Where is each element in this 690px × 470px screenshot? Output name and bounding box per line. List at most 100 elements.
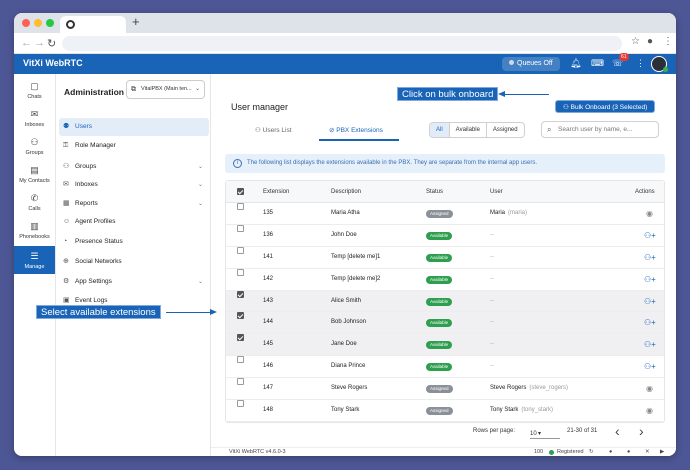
extensions-table: Extension Description Status User Action… [225, 180, 665, 423]
user-name: Maria [490, 210, 506, 216]
extension-cell: 147 [263, 385, 274, 392]
bookmark-star-icon[interactable]: ☆ [631, 36, 640, 47]
description-cell: Temp [delete me]2 [331, 275, 381, 282]
facebook-icon[interactable]: ● [627, 449, 631, 455]
add-user-icon[interactable]: ⚇+ [644, 230, 656, 240]
status-badge: Available [426, 319, 453, 328]
rail-label: Manage [24, 264, 45, 270]
row-checkbox[interactable] [237, 246, 244, 254]
row-checkbox[interactable] [237, 334, 244, 342]
youtube-icon[interactable]: ▶ [660, 449, 665, 455]
rail-item-manage[interactable]: ☰ Manage [14, 246, 55, 274]
add-user-icon[interactable]: ⚇+ [644, 318, 656, 328]
tab-pbx-extensions[interactable]: ⊘ PBX Extensions [319, 121, 399, 141]
table-row[interactable]: 144 Bob Johnson Available -- ⚇+ [226, 312, 664, 335]
queues-toggle-button[interactable]: Queues Off [502, 57, 560, 71]
refresh-icon[interactable]: ↻ [589, 449, 594, 455]
rows-per-page-select[interactable]: 10 ▾ [530, 424, 560, 439]
dialpad-icon[interactable]: ⌨ [591, 58, 604, 68]
row-checkbox[interactable] [237, 203, 244, 210]
status-badge: Available [426, 297, 453, 306]
search-icon: ⌕ [547, 125, 552, 134]
user-name: -- [490, 297, 494, 304]
filter-assigned[interactable]: Assigned [492, 127, 518, 133]
table-row[interactable]: 148 Tony Stark Assigned Tony Stark (tony_sta… [226, 400, 664, 422]
rail-item-chats[interactable]: ▢ Chats [14, 78, 55, 104]
view-icon[interactable]: ◉ [646, 406, 653, 416]
sidebar-item-groups[interactable]: ⚇ Groups ⌄ [59, 158, 209, 176]
rail-item-calls[interactable]: ✆ Calls [14, 190, 55, 216]
table-row[interactable]: 147 Steve Rogers Assigned Steve Rogers (stev… [226, 378, 664, 401]
add-user-icon[interactable]: ⚇+ [644, 274, 656, 284]
table-row[interactable]: 135 Maria Atha Assigned Maria (maria) ◉ [226, 203, 664, 225]
status-badge: Available [426, 253, 453, 262]
view-icon[interactable]: ◉ [646, 384, 653, 394]
profile-icon[interactable]: ● [647, 36, 654, 47]
filter-all[interactable]: All [430, 123, 450, 137]
row-checkbox[interactable] [237, 378, 244, 386]
rail-item-my-contacts[interactable]: ▤ My Contacts [14, 162, 55, 188]
sidebar-item-inboxes[interactable]: ✉ Inboxes ⌄ [59, 176, 209, 194]
search-input[interactable]: ⌕ Search user by name, e... [541, 121, 659, 138]
table-row[interactable]: 143 Alice Smith Available -- ⚇+ [226, 290, 664, 313]
table-row[interactable]: 136 John Doe Available -- ⚇+ [226, 224, 664, 247]
rail-item-groups[interactable]: ⚇ Groups [14, 134, 55, 160]
prev-page-button[interactable]: ‹ [615, 423, 620, 439]
table-row[interactable]: 142 Temp [delete me]2 Available -- ⚇+ [226, 268, 664, 291]
forward-icon[interactable]: → [34, 37, 45, 49]
row-checkbox[interactable] [237, 268, 244, 276]
extension-cell: 135 [263, 210, 274, 216]
add-user-icon[interactable]: ⚇+ [644, 252, 656, 262]
sidebar-item-app-settings[interactable]: ⚙ App Settings ⌄ [59, 273, 209, 291]
sidebar-item-role-manager[interactable]: ⚿ Role Manager [59, 137, 209, 155]
add-user-icon[interactable]: ⚇+ [644, 340, 656, 350]
status-badge: Available [426, 341, 453, 350]
row-checkbox[interactable] [237, 312, 244, 320]
app-title: VitXi WebRTC [23, 58, 83, 68]
tenant-select[interactable]: ⧉ VitalPBX (Main ten... ⌄ [126, 80, 205, 99]
column-header-description: Description [331, 189, 362, 195]
sidebar-item-event-logs[interactable]: ▣ Event Logs [59, 292, 209, 310]
sidebar-item-users[interactable]: ⚉ Users [59, 118, 209, 136]
view-icon[interactable]: ◉ [646, 209, 653, 218]
github-icon[interactable]: ● [609, 449, 613, 455]
rail-item-inboxes[interactable]: ✉ Inboxes [14, 106, 55, 132]
next-page-button[interactable]: › [639, 423, 644, 439]
new-tab-button[interactable]: + [132, 14, 140, 29]
sidebar-item-presence-status[interactable]: ◔ Presence Status [59, 233, 209, 251]
browser-menu-icon[interactable]: ⋮ [663, 36, 673, 47]
minimize-window-button[interactable] [34, 19, 42, 27]
rail-label: Calls [28, 206, 41, 212]
extension-cell: 146 [263, 363, 274, 370]
reload-icon[interactable]: ↻ [47, 38, 57, 50]
status-badge: Assigned [426, 210, 453, 218]
back-icon[interactable]: ← [21, 37, 32, 49]
table-row[interactable]: 141 Temp [delete me]1 Available -- ⚇+ [226, 246, 664, 269]
filter-available[interactable]: Available [450, 123, 487, 137]
sidebar-item-agent-profiles[interactable]: ☺ Agent Profiles [59, 213, 209, 231]
row-checkbox[interactable] [237, 400, 244, 408]
row-checkbox[interactable] [237, 356, 244, 364]
app-header: VitXi WebRTC Queues Off 🔔︎ ⌨ ☏ 61 ⋮ [14, 53, 676, 74]
bulk-onboard-button[interactable]: ⚇ Bulk Onboard (3 Selected) [555, 100, 656, 113]
row-checkbox[interactable] [237, 290, 244, 298]
rail-item-phonebooks[interactable]: ▥ Phonebooks [14, 218, 55, 244]
tab-users-list[interactable]: ⚇ Users List [245, 121, 315, 141]
select-all-checkbox[interactable] [237, 188, 244, 195]
queue-calls-icon[interactable]: ☏ [612, 58, 624, 68]
add-user-icon[interactable]: ⚇+ [644, 362, 656, 372]
table-row[interactable]: 145 Jane Doe Available -- ⚇+ [226, 334, 664, 357]
sidebar-item-reports[interactable]: ▦ Reports ⌄ [59, 195, 209, 213]
maximize-window-button[interactable] [46, 19, 54, 27]
bell-icon[interactable]: 🔔︎ [570, 58, 582, 68]
more-menu-icon[interactable]: ⋮ [636, 58, 645, 68]
table-row[interactable]: 146 Diana Prince Available -- ⚇+ [226, 356, 664, 379]
row-checkbox[interactable] [237, 224, 244, 232]
close-window-button[interactable] [22, 19, 30, 27]
add-user-icon[interactable]: ⚇+ [644, 296, 656, 306]
x-icon[interactable]: ✕ [645, 449, 650, 455]
browser-tab[interactable] [60, 16, 126, 33]
url-field[interactable] [62, 36, 622, 51]
description-cell: Temp [delete me]1 [331, 253, 381, 260]
sidebar-item-social-networks[interactable]: ⊕ Social Networks [59, 253, 209, 271]
